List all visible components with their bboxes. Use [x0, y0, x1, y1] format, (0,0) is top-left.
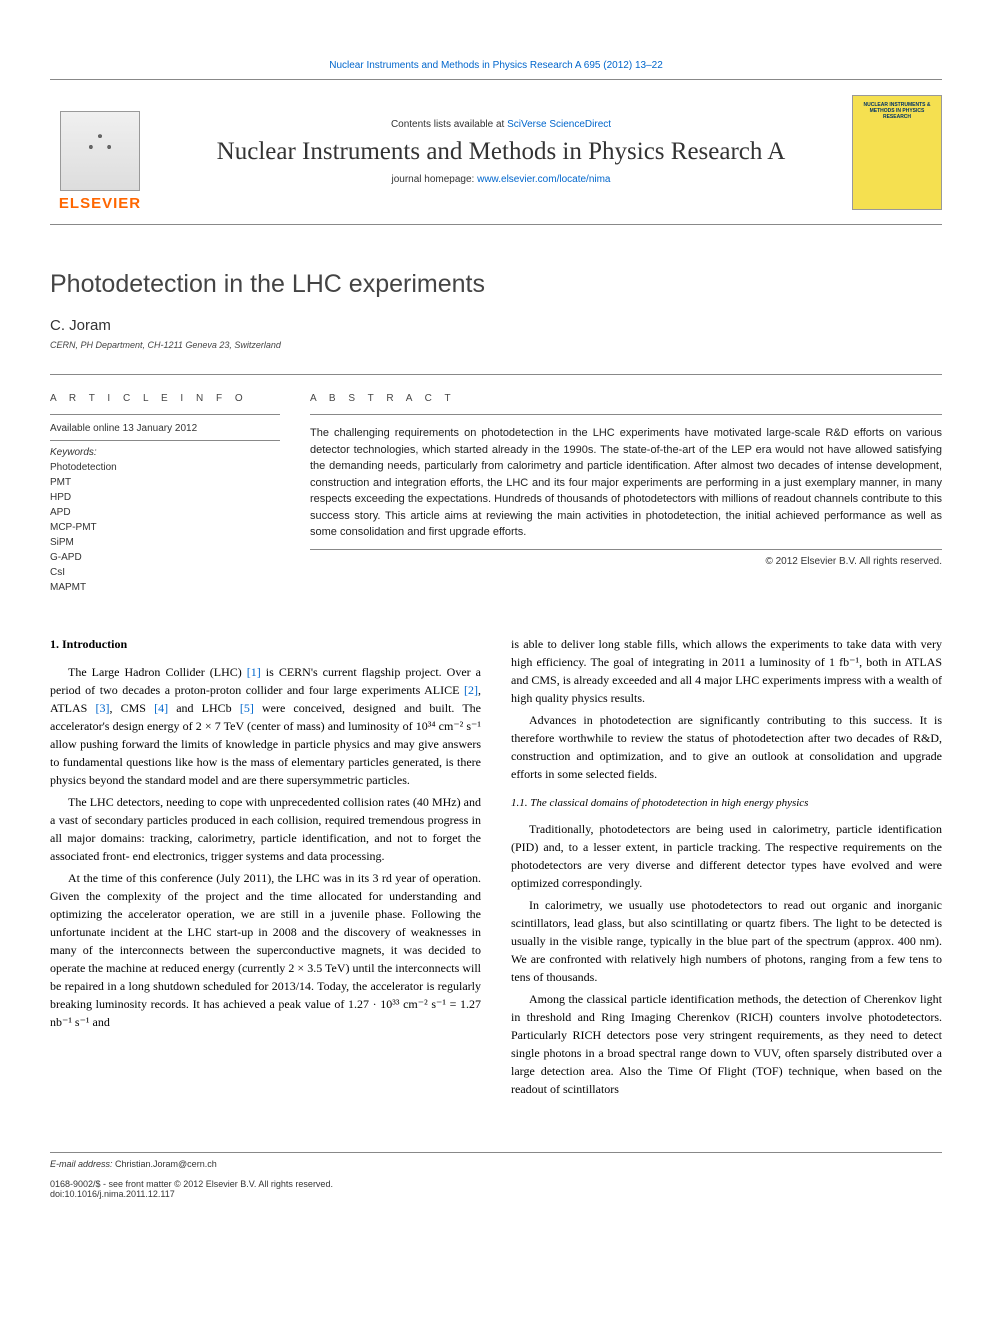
ref-link-2[interactable]: [2] [464, 683, 478, 697]
email-line: E-mail address: Christian.Joram@cern.ch [50, 1159, 942, 1169]
body-paragraph: The LHC detectors, needing to cope with … [50, 793, 481, 865]
keyword-item: HPD [50, 490, 280, 505]
contents-available-line: Contents lists available at SciVerse Sci… [166, 119, 836, 130]
sciencedirect-link[interactable]: SciVerse ScienceDirect [507, 119, 611, 130]
keyword-item: MAPMT [50, 580, 280, 595]
author-name: C. Joram [50, 317, 942, 334]
article-info-heading: A R T I C L E I N F O [50, 393, 280, 415]
journal-homepage-link[interactable]: www.elsevier.com/locate/nima [477, 174, 610, 185]
keyword-item: SiPM [50, 535, 280, 550]
body-column-left: 1. Introduction The Large Hadron Collide… [50, 635, 481, 1102]
email-address: Christian.Joram@cern.ch [115, 1159, 217, 1169]
issn-line: 0168-9002/$ - see front matter © 2012 El… [50, 1179, 942, 1189]
journal-name: Nuclear Instruments and Methods in Physi… [166, 136, 836, 169]
para-text: and LHCb [168, 701, 240, 715]
info-abstract-row: A R T I C L E I N F O Available online 1… [50, 374, 942, 595]
ref-link-5[interactable]: [5] [240, 701, 254, 715]
keyword-item: PMT [50, 475, 280, 490]
elsevier-tree-icon [60, 111, 140, 191]
keywords-list: Photodetection PMT HPD APD MCP-PMT SiPM … [50, 460, 280, 595]
body-paragraph: The Large Hadron Collider (LHC) [1] is C… [50, 663, 481, 789]
keyword-item: CsI [50, 565, 280, 580]
keyword-item: G-APD [50, 550, 280, 565]
keyword-item: Photodetection [50, 460, 280, 475]
header-center: Contents lists available at SciVerse Sci… [166, 119, 836, 186]
para-text: , CMS [109, 701, 154, 715]
journal-cover-title: NUCLEAR INSTRUMENTS & METHODS IN PHYSICS… [859, 102, 935, 120]
page-footer: E-mail address: Christian.Joram@cern.ch … [50, 1152, 942, 1199]
body-paragraph: In calorimetry, we usually use photodete… [511, 896, 942, 986]
article-info-block: A R T I C L E I N F O Available online 1… [50, 393, 280, 595]
article-title: Photodetection in the LHC experiments [50, 270, 942, 299]
email-label: E-mail address: [50, 1159, 115, 1169]
keywords-label: Keywords: [50, 447, 280, 458]
doi-line: doi:10.1016/j.nima.2011.12.117 [50, 1189, 942, 1199]
abstract-copyright: © 2012 Elsevier B.V. All rights reserved… [310, 549, 942, 567]
body-paragraph: Advances in photodetection are significa… [511, 711, 942, 783]
elsevier-logo: ELSEVIER [50, 92, 150, 212]
body-paragraph: At the time of this conference (July 201… [50, 869, 481, 1031]
ref-link-1[interactable]: [1] [247, 665, 261, 679]
elsevier-wordmark: ELSEVIER [59, 195, 141, 212]
journal-homepage-line: journal homepage: www.elsevier.com/locat… [166, 174, 836, 185]
available-online-date: Available online 13 January 2012 [50, 423, 280, 441]
body-column-right: is able to deliver long stable fills, wh… [511, 635, 942, 1102]
abstract-text: The challenging requirements on photodet… [310, 425, 942, 541]
body-paragraph: Among the classical particle identificat… [511, 990, 942, 1098]
body-columns: 1. Introduction The Large Hadron Collide… [50, 635, 942, 1102]
body-paragraph: Traditionally, photodetectors are being … [511, 820, 942, 892]
author-affiliation: CERN, PH Department, CH-1211 Geneva 23, … [50, 340, 942, 350]
keyword-item: MCP-PMT [50, 520, 280, 535]
abstract-heading: A B S T R A C T [310, 393, 942, 415]
homepage-prefix: journal homepage: [391, 174, 477, 185]
abstract-block: A B S T R A C T The challenging requirem… [310, 393, 942, 595]
body-paragraph: is able to deliver long stable fills, wh… [511, 635, 942, 707]
journal-cover-thumbnail: NUCLEAR INSTRUMENTS & METHODS IN PHYSICS… [852, 95, 942, 210]
ref-link-4[interactable]: [4] [154, 701, 168, 715]
keyword-item: APD [50, 505, 280, 520]
para-text: The Large Hadron Collider (LHC) [68, 665, 247, 679]
subsection-1-1-heading: 1.1. The classical domains of photodetec… [511, 795, 942, 812]
journal-reference-top: Nuclear Instruments and Methods in Physi… [50, 60, 942, 71]
section-1-heading: 1. Introduction [50, 635, 481, 653]
contents-prefix: Contents lists available at [391, 119, 507, 130]
journal-header-bar: ELSEVIER Contents lists available at Sci… [50, 79, 942, 225]
ref-link-3[interactable]: [3] [95, 701, 109, 715]
